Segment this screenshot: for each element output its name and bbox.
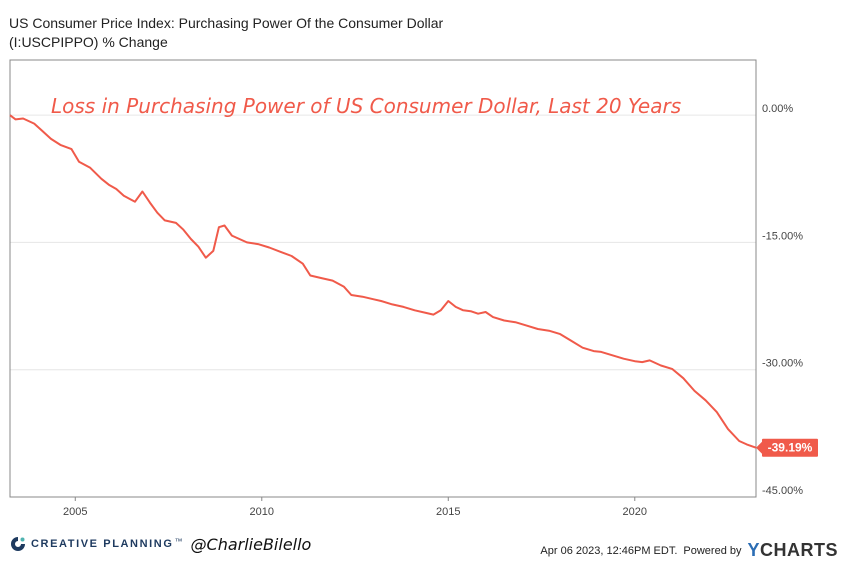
ycharts-logo[interactable]: YCHARTS — [747, 540, 838, 561]
last-value-box — [762, 438, 818, 457]
x-axis-ticks: 2005 2010 2015 2020 — [63, 497, 647, 518]
grid-lines — [10, 114, 756, 498]
plot-frame — [9, 59, 757, 498]
chart-annotation: Loss in Purchasing Power of US Consumer … — [51, 94, 681, 118]
chart-title: US Consumer Price Index: Purchasing Powe… — [9, 15, 444, 50]
brand-logo: CREATIVE PLANNING ™ — [10, 536, 183, 552]
y-tick-label: -15.00% — [762, 230, 803, 242]
brand-name: CREATIVE PLANNING — [31, 538, 174, 550]
footer-right: Apr 06 2023, 12:46PM EDT. Powered by YCH… — [540, 540, 838, 561]
ycharts-logo-text: CHARTS — [760, 540, 838, 560]
y-tick-label: 0.00% — [762, 103, 793, 115]
last-value-badge: -39.19% — [756, 438, 818, 457]
brand-trademark: ™ — [174, 536, 183, 546]
y-tick-label: -45.00% — [762, 485, 803, 497]
last-value-label: -39.19% — [768, 441, 813, 455]
x-tick-label: 2020 — [623, 506, 647, 518]
author-handle: @CharlieBilello — [190, 534, 312, 554]
x-tick-label: 2010 — [250, 506, 274, 518]
y-axis-ticks: 0.00% -15.00% -30.00% -45.00% — [762, 103, 803, 497]
footer-left: CREATIVE PLANNING ™ @CharlieBilello — [10, 533, 311, 555]
series-line-purchasing-power — [9, 114, 757, 449]
creative-planning-logo-icon — [11, 537, 25, 551]
powered-by-label: Powered by — [683, 544, 742, 557]
timestamp: Apr 06 2023, 12:46PM EDT. — [540, 544, 678, 557]
last-value-pointer — [756, 441, 762, 454]
ycharts-logo-y: Y — [747, 540, 760, 560]
x-tick-label: 2015 — [436, 506, 460, 518]
y-tick-label: -30.00% — [762, 358, 803, 370]
x-tick-label: 2005 — [63, 506, 87, 518]
